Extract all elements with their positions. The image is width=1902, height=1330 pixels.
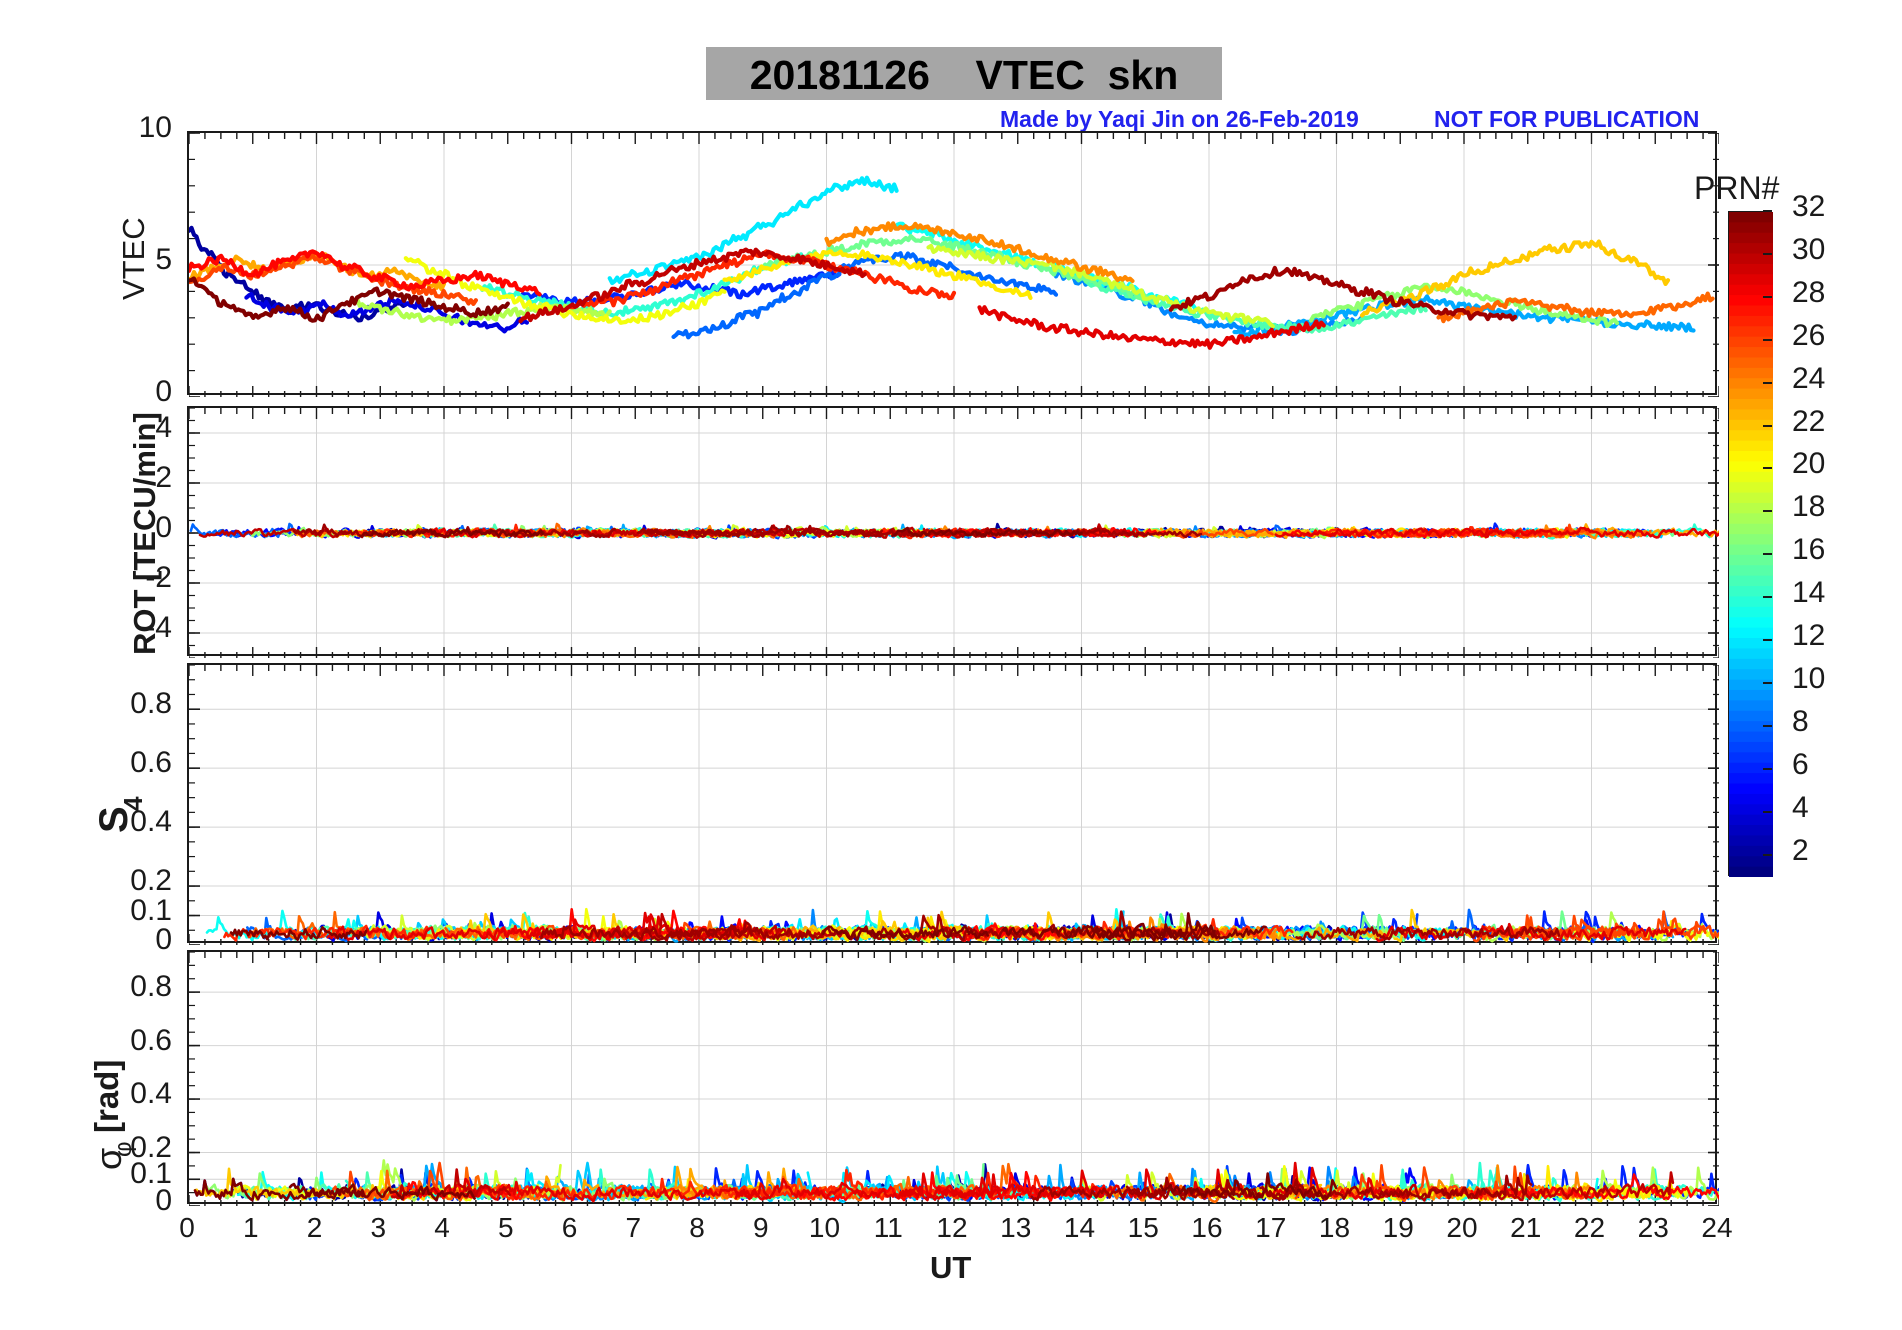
- colorbar-tick-24: 24: [1792, 361, 1826, 395]
- colorbar-tick-2: 2: [1792, 833, 1809, 867]
- colorbar-tick-12: 12: [1792, 619, 1826, 653]
- ytick-sigma_phi-2: 0.2: [130, 1130, 172, 1164]
- ytick-rot-4: 4: [155, 411, 172, 444]
- xtick-15: 15: [1127, 1212, 1159, 1243]
- colorbar-tick-mark-32: [1763, 210, 1772, 212]
- xtick-21: 21: [1510, 1212, 1542, 1243]
- colorbar-tick-mark-2: [1763, 853, 1772, 856]
- colorbar-tick-28: 28: [1792, 275, 1826, 309]
- xtick-6: 6: [561, 1212, 578, 1243]
- xtick-3: 3: [370, 1212, 387, 1243]
- ytick-rot-3: 2: [155, 461, 172, 494]
- publication-notice: NOT FOR PUBLICATION: [1434, 106, 1700, 132]
- colorbar-tick-8: 8: [1792, 704, 1809, 738]
- xtick-5: 5: [497, 1212, 514, 1243]
- colorbar-title: PRN#: [1694, 170, 1780, 206]
- x-axis-label: UT: [930, 1250, 972, 1285]
- xtick-16: 16: [1191, 1212, 1223, 1243]
- xtick-1: 1: [242, 1212, 259, 1243]
- panel-s4: [187, 663, 1719, 945]
- colorbar-tick-4: 4: [1792, 790, 1809, 824]
- colorbar-tick-14: 14: [1792, 576, 1826, 610]
- panel-sigma-phi: [187, 950, 1719, 1206]
- colorbar-tick-mark-18: [1763, 510, 1772, 513]
- xtick-14: 14: [1063, 1212, 1096, 1243]
- xtick-0: 0: [179, 1212, 195, 1243]
- colorbar-tick-22: 22: [1792, 404, 1826, 438]
- ytick-sigma_phi-4: 0.6: [130, 1023, 172, 1057]
- colorbar-tick-mark-10: [1763, 681, 1772, 684]
- ytick-sigma_phi-3: 0.4: [130, 1077, 172, 1111]
- title-background-band: [706, 47, 1222, 100]
- colorbar-tick-mark-16: [1763, 553, 1772, 556]
- panel-rot: [187, 406, 1719, 658]
- ytick-vtec-0: 0: [155, 375, 172, 408]
- xtick-22: 22: [1573, 1212, 1606, 1243]
- xtick-24: 24: [1701, 1212, 1733, 1243]
- ytick-s4-4: 0.6: [130, 746, 172, 780]
- panel-vtec: [187, 131, 1719, 397]
- xtick-13: 13: [1000, 1212, 1032, 1243]
- ytick-sigma_phi-0: 0: [155, 1184, 172, 1217]
- ytick-rot-2: 0: [155, 511, 172, 544]
- colorbar-tick-mark-20: [1763, 467, 1772, 470]
- colorbar-tick-mark-4: [1763, 810, 1772, 813]
- ytick-s4-2: 0.2: [130, 864, 172, 898]
- ytick-s4-1: 0.1: [130, 893, 172, 927]
- ytick-rot-0: -4: [145, 611, 172, 644]
- colorbar: [1728, 211, 1773, 878]
- credit-annotation: Made by Yaqi Jin on 26-Feb-2019: [1000, 106, 1359, 132]
- xtick-11: 11: [873, 1212, 903, 1243]
- colorbar-tick-10: 10: [1792, 661, 1826, 695]
- xtick-7: 7: [625, 1212, 642, 1243]
- colorbar-tick-mark-6: [1763, 767, 1772, 770]
- ytick-sigma_phi-1: 0.1: [130, 1157, 172, 1191]
- ytick-s4-0: 0: [155, 923, 172, 956]
- xtick-2: 2: [306, 1212, 323, 1243]
- colorbar-tick-mark-12: [1763, 639, 1772, 642]
- colorbar-tick-18: 18: [1792, 490, 1826, 524]
- ytick-s4-3: 0.4: [130, 805, 172, 839]
- ytick-vtec-1: 5: [155, 243, 172, 276]
- colorbar-tick-32: 32: [1792, 190, 1826, 223]
- colorbar-tick-mark-30: [1763, 252, 1772, 255]
- page-title: 20181126 VTEC skn: [749, 51, 1179, 98]
- xtick-20: 20: [1446, 1212, 1478, 1243]
- ytick-sigma_phi-5: 0.8: [130, 970, 172, 1004]
- xtick-12: 12: [936, 1212, 968, 1243]
- xtick-10: 10: [808, 1212, 841, 1243]
- colorbar-tick-30: 30: [1792, 232, 1826, 266]
- ytick-vtec-2: 10: [138, 111, 172, 144]
- colorbar-tick-6: 6: [1792, 747, 1809, 781]
- xtick-17: 17: [1255, 1212, 1287, 1243]
- xtick-23: 23: [1637, 1212, 1669, 1243]
- xtick-19: 19: [1382, 1212, 1414, 1243]
- colorbar-tick-mark-8: [1763, 724, 1772, 727]
- xtick-9: 9: [752, 1212, 769, 1243]
- colorbar-tick-mark-28: [1763, 295, 1772, 298]
- xtick-4: 4: [434, 1212, 450, 1243]
- colorbar-tick-mark-22: [1763, 424, 1772, 427]
- colorbar-tick-mark-24: [1763, 381, 1772, 384]
- colorbar-tick-16: 16: [1792, 533, 1826, 567]
- colorbar-tick-mark-26: [1763, 338, 1772, 341]
- colorbar-tick-26: 26: [1792, 318, 1826, 352]
- colorbar-tick-mark-14: [1763, 596, 1772, 599]
- colorbar-tick-20: 20: [1792, 447, 1826, 481]
- ytick-rot-1: -2: [145, 561, 172, 594]
- xtick-18: 18: [1318, 1212, 1351, 1243]
- ytick-s4-5: 0.8: [130, 687, 172, 721]
- xtick-8: 8: [689, 1212, 705, 1243]
